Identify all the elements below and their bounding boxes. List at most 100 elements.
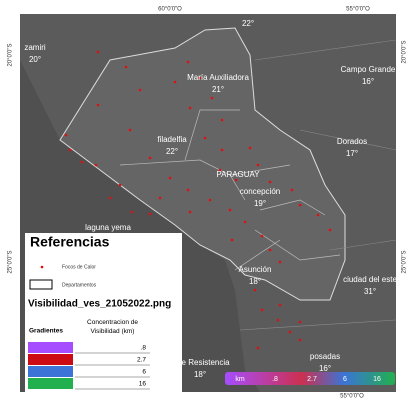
- fire-point: [316, 213, 320, 217]
- place-name: zamiri: [24, 43, 46, 52]
- paraguay: [59, 27, 346, 301]
- place-temp: 21°: [212, 85, 224, 94]
- fire-symbol: [40, 265, 44, 269]
- fire-point: [168, 176, 172, 180]
- legend-image: Visibilidad_ves_21052022.png: [28, 299, 171, 310]
- coord-label: 55°0'0"O: [346, 7, 370, 13]
- place-temp: 18°: [249, 277, 261, 286]
- row-value: 16: [139, 381, 147, 388]
- fire-point: [138, 88, 142, 92]
- scale-label: 6: [343, 376, 347, 383]
- fire-point: [96, 50, 100, 54]
- fire-point: [234, 178, 238, 182]
- place-temp: 20°: [29, 55, 41, 64]
- table-header: Concentracion de Visibilidad (km): [87, 319, 138, 335]
- fire-point: [198, 76, 202, 80]
- fire-point: [278, 303, 282, 307]
- fire-point: [278, 260, 282, 264]
- coord-label: 25°0'0"S: [402, 250, 408, 273]
- gradient-swatch: [28, 366, 73, 377]
- scale-bar: [225, 372, 395, 385]
- fire-point: [130, 210, 134, 214]
- fire-point: [298, 338, 302, 342]
- place-name: Asunción: [239, 265, 272, 274]
- place-name: ciudad del este: [343, 275, 397, 284]
- place-name: d de Resistencia: [170, 358, 230, 367]
- fire-point: [243, 220, 247, 224]
- fire-point: [118, 183, 122, 187]
- fire-point: [186, 60, 190, 64]
- fire-point: [173, 80, 177, 84]
- fire-point: [268, 248, 272, 252]
- fire-point: [220, 118, 224, 122]
- fire-point: [186, 188, 190, 192]
- place-name: filadelfia: [157, 135, 187, 144]
- neighbor-borders: [239, 39, 397, 331]
- place-temp: 16°: [362, 77, 374, 86]
- row-value: .8: [141, 345, 147, 352]
- department-borders: [119, 109, 341, 271]
- scale-unit: km: [235, 376, 245, 383]
- table-header-box: Concentracion de Visibilidad (km): [87, 319, 138, 335]
- fire-point: [68, 148, 72, 152]
- fire-point: [228, 208, 232, 212]
- place-temp: 22°: [166, 147, 178, 156]
- scale-label: .8: [272, 376, 278, 383]
- place-name: Campo Grande: [341, 65, 396, 74]
- place-name: concepción: [240, 187, 280, 196]
- country-name: PARAGUAY: [216, 170, 260, 179]
- fire-point: [218, 168, 222, 172]
- fire-point: [288, 330, 292, 334]
- scale-label: 16: [373, 376, 381, 383]
- fire-point: [108, 196, 112, 200]
- fire-point: [148, 212, 152, 216]
- place-name: Dorados: [337, 137, 367, 146]
- fire-point: [210, 96, 214, 100]
- fire-point: [158, 196, 162, 200]
- legend-title: Referencias: [30, 234, 110, 250]
- fire-point: [220, 148, 224, 152]
- gradient-swatch: [28, 378, 73, 389]
- coord-label: 20°0'0"S: [402, 40, 408, 63]
- fire-point: [276, 318, 280, 322]
- gradient-swatch: [28, 354, 73, 365]
- fire-point: [290, 188, 294, 192]
- place-temp: 31°: [364, 287, 376, 296]
- fire-point: [256, 346, 260, 350]
- coord-label: 25°0'0"S: [8, 250, 14, 273]
- fire-point: [94, 163, 98, 167]
- fire-point: [260, 234, 264, 238]
- gradient-swatch: [28, 342, 73, 353]
- table-header: Gradientes: [29, 328, 63, 335]
- fire-point: [253, 288, 257, 292]
- place-name: posadas: [310, 352, 340, 361]
- fire-point: [248, 146, 252, 150]
- place-name: María Auxiliadora: [187, 73, 249, 82]
- fire-points: [64, 50, 332, 350]
- place-temp: 19°: [254, 199, 266, 208]
- fire-point: [260, 308, 264, 312]
- fire-point: [230, 238, 234, 242]
- row-value: 6: [142, 369, 146, 376]
- fire-point: [96, 103, 100, 107]
- fire-point: [328, 228, 332, 232]
- fire-point: [64, 133, 68, 137]
- place-temp: 16°: [319, 364, 331, 373]
- table-rows: .8 2.7 6 16: [28, 342, 150, 390]
- place-temp: 22°: [242, 19, 254, 28]
- fire-point: [208, 198, 212, 202]
- fire-point: [268, 180, 272, 184]
- fire-point: [148, 156, 152, 160]
- fire-point: [128, 128, 132, 132]
- coord-label: 55°0'0"O: [340, 394, 364, 400]
- place-temp: 18°: [194, 370, 206, 379]
- place-temp: 17°: [346, 149, 358, 158]
- row-value: 2.7: [137, 357, 146, 364]
- coord-label: 60°0'0"O: [158, 7, 182, 13]
- fire-point: [188, 106, 192, 110]
- scale-label: 2.7: [307, 376, 317, 383]
- fire-point: [298, 320, 302, 324]
- legend-fires: Focos de Calor: [62, 264, 96, 270]
